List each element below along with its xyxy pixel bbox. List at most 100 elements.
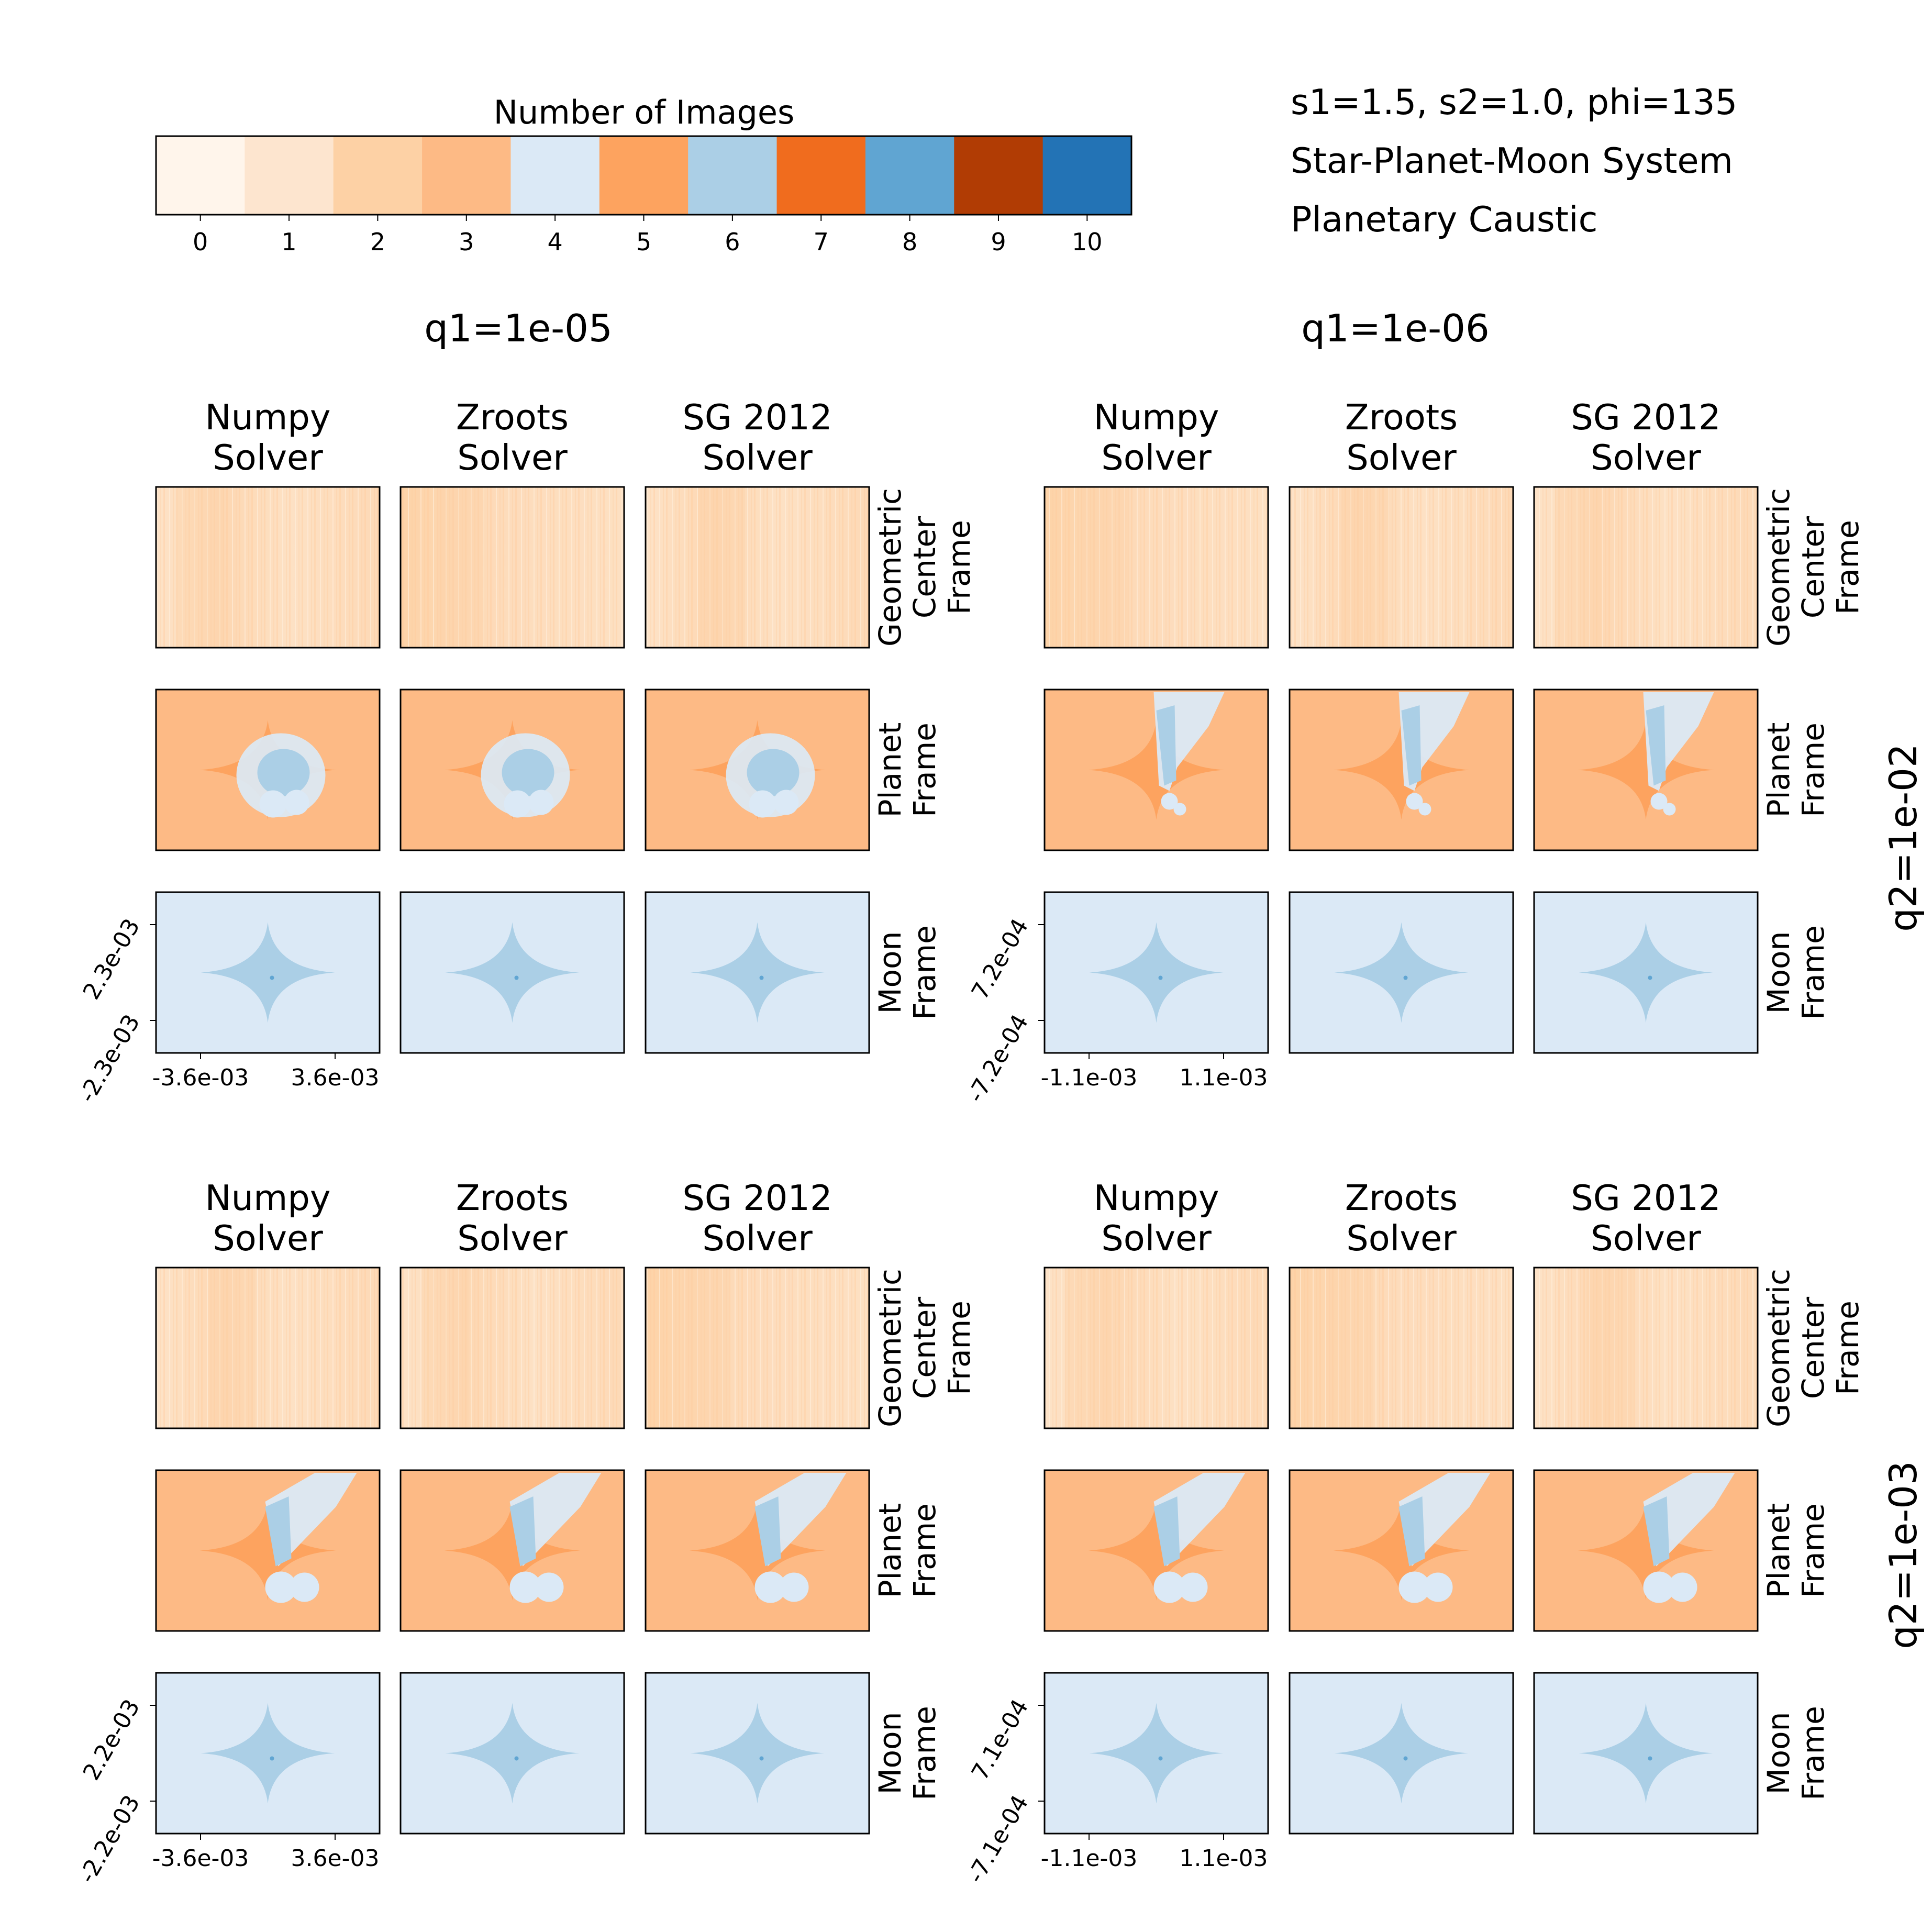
x-tick-label: -3.6e-03 xyxy=(152,1064,249,1091)
colorbar-swatch xyxy=(776,136,866,215)
panel-frame xyxy=(645,1267,870,1429)
panel-frame xyxy=(399,1672,625,1835)
image-region-4 xyxy=(290,1572,319,1602)
image-region-4 xyxy=(1153,1571,1185,1603)
image-region-4 xyxy=(504,790,531,818)
image-region-8 xyxy=(1158,975,1163,980)
caustic-region xyxy=(1088,720,1225,820)
image-region-4 xyxy=(1663,803,1676,816)
heatmap-band xyxy=(208,1268,256,1428)
panel-frame xyxy=(645,486,870,649)
info-caustic-type: Planetary Caustic xyxy=(1291,199,1598,240)
colorbar-swatch xyxy=(865,136,954,215)
heatmap-panel xyxy=(1289,1267,1514,1429)
caustic-region xyxy=(445,1703,580,1804)
image-region-4 xyxy=(1161,793,1178,810)
heatmap-panel xyxy=(399,486,625,649)
heatmap-noise xyxy=(1534,487,1758,648)
panel-frame xyxy=(399,1267,625,1429)
column-group-header: q1=1e-06 xyxy=(1301,306,1490,350)
image-region-6 xyxy=(1153,1496,1180,1567)
frame-label: Frame xyxy=(1795,723,1831,817)
heatmap-panel xyxy=(1533,1672,1759,1835)
heatmap-panel xyxy=(645,1469,870,1632)
x-tick-label: -3.6e-03 xyxy=(152,1845,249,1872)
frame-label: Planet xyxy=(872,723,908,818)
image-region-6 xyxy=(502,749,554,796)
heatmap-panel xyxy=(1533,891,1759,1054)
y-tick-label: 2.2e-03 xyxy=(78,1695,146,1785)
heatmap-panel xyxy=(1533,486,1759,649)
heatmap-panel xyxy=(155,891,381,1054)
image-region-4 xyxy=(1650,793,1668,810)
panel-frame xyxy=(1043,486,1269,649)
solver-header: Numpy xyxy=(205,1178,330,1218)
solver-header: Numpy xyxy=(1093,1178,1219,1218)
image-region-6 xyxy=(1646,705,1666,786)
colorbar-tick-label: 4 xyxy=(547,228,562,256)
image-region-4 xyxy=(1398,1571,1430,1603)
colorbar-tick-label: 10 xyxy=(1072,228,1103,256)
caustic-region xyxy=(1333,720,1470,820)
heatmap-panel xyxy=(1043,891,1269,1054)
heatmap-band xyxy=(1326,1268,1373,1428)
colorbar-swatch xyxy=(156,136,245,215)
colorbar-tick-label: 9 xyxy=(991,228,1006,256)
image-region-4 xyxy=(749,790,776,818)
heatmap-band xyxy=(682,1268,729,1428)
heatmap-panel xyxy=(1043,689,1269,851)
frame-label: Moon xyxy=(1761,1712,1796,1795)
image-region-4 xyxy=(528,790,554,815)
image-region-8 xyxy=(514,1756,519,1761)
colorbar-swatch xyxy=(599,136,689,215)
heatmap-panel xyxy=(1533,689,1759,851)
solver-header: Zroots xyxy=(456,1178,569,1218)
solver-header: Solver xyxy=(457,1218,568,1259)
y-tick-label: 7.1e-04 xyxy=(967,1695,1034,1785)
image-region-6 xyxy=(257,749,310,796)
colorbar-swatch xyxy=(333,136,423,215)
colorbar-title: Number of Images xyxy=(494,93,795,131)
image-region-8 xyxy=(1403,975,1408,980)
caustic-region xyxy=(1578,1501,1714,1601)
panel-frame xyxy=(1533,1672,1759,1835)
frame-label: Frame xyxy=(941,1301,977,1395)
colorbar: 0 1 2 3 4 5 6 7 8 9 10 xyxy=(155,135,1132,256)
image-region-6 xyxy=(747,749,800,796)
colorbar-swatch xyxy=(422,136,511,215)
colorbar-tick-label: 1 xyxy=(281,228,296,256)
image-region-4 xyxy=(1406,793,1423,810)
solver-header: SG 2012 xyxy=(682,1178,832,1218)
solver-header: Numpy xyxy=(205,397,330,438)
heatmap-panel xyxy=(155,1469,381,1632)
image-region-4 xyxy=(1418,803,1431,816)
x-tick-label: 3.6e-03 xyxy=(291,1064,380,1091)
image-region-4 xyxy=(1423,1572,1453,1602)
heatmap-panel xyxy=(1533,1267,1759,1429)
solver-header: Solver xyxy=(213,437,323,478)
image-region-6 xyxy=(1643,1496,1670,1567)
heatmap-band xyxy=(1081,487,1128,648)
panel-frame xyxy=(1533,689,1759,851)
heatmap-panel xyxy=(1043,486,1269,649)
heatmap-panel xyxy=(1289,1672,1514,1835)
image-region-6 xyxy=(1401,705,1422,786)
x-tick-label: -1.1e-03 xyxy=(1041,1064,1138,1091)
frame-label: Planet xyxy=(1761,1503,1796,1598)
heatmap-panel xyxy=(1043,1469,1269,1632)
heatmap-noise xyxy=(401,1268,624,1428)
frame-label: Planet xyxy=(1761,723,1796,818)
y-tick-label: 7.2e-04 xyxy=(967,914,1034,1004)
caustic-region xyxy=(1088,1501,1225,1601)
caustic-region xyxy=(201,1703,335,1804)
heatmap-panel xyxy=(645,486,870,649)
solver-header: Zroots xyxy=(1345,397,1458,438)
heatmap-noise xyxy=(1045,487,1268,648)
heatmap-panel xyxy=(645,1267,870,1429)
image-region-8 xyxy=(514,975,519,980)
colorbar-tick-label: 3 xyxy=(459,228,474,256)
panel-frame xyxy=(1289,1469,1514,1632)
panel-frame xyxy=(399,486,625,649)
